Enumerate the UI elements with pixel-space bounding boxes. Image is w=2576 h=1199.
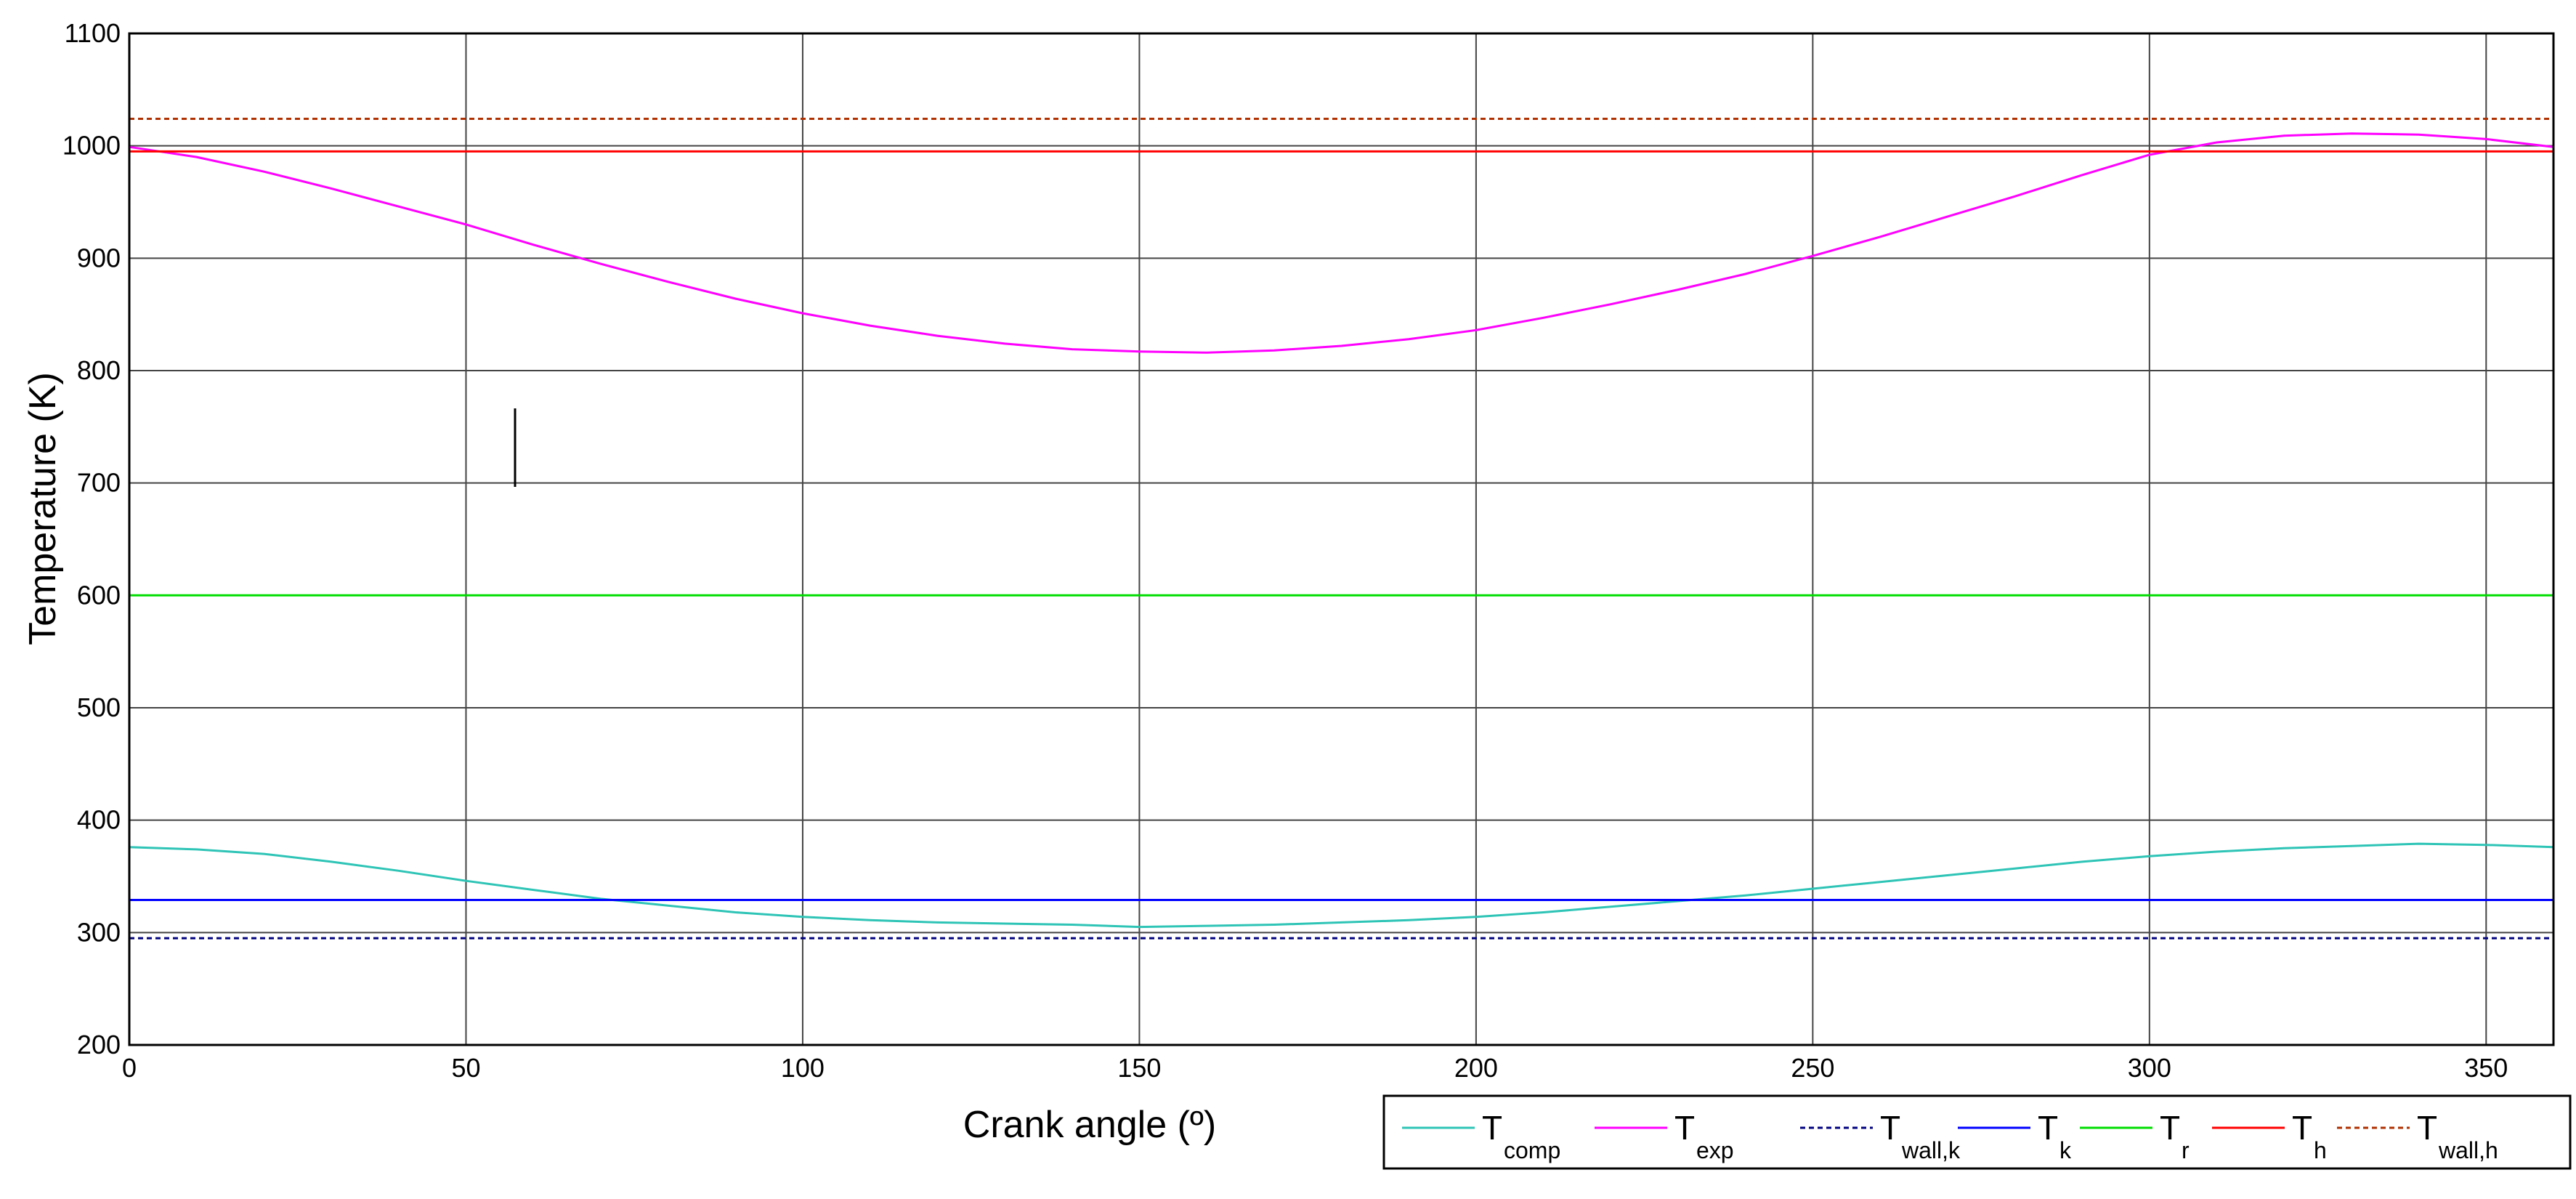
legend-label-subscript: exp	[1696, 1137, 1734, 1163]
x-tick-label: 0	[122, 1053, 137, 1083]
y-tick-label: 500	[77, 693, 121, 722]
legend-label: T	[2292, 1109, 2312, 1147]
y-tick-label: 700	[77, 468, 121, 498]
y-tick-label: 800	[77, 355, 121, 385]
y-tick-label: 200	[77, 1030, 121, 1059]
x-tick-label: 350	[2464, 1053, 2508, 1083]
x-tick-labels: 0 50 100 150 200 250 300 350	[122, 1053, 2508, 1083]
plot-frame	[128, 32, 2555, 1046]
x-tick-label: 50	[451, 1053, 480, 1083]
y-tick-label: 900	[77, 243, 121, 272]
y-tick-labels: 200 300 400 500 600 700 800 900 1000 1100	[62, 18, 121, 1059]
y-tick-label: 1100	[65, 18, 121, 48]
y-tick-label: 300	[77, 917, 121, 947]
series-line-exp	[129, 132, 2554, 354]
x-tick-label: 100	[781, 1053, 825, 1083]
x-tick-label: 300	[2128, 1053, 2171, 1083]
legend-label-subscript: r	[2182, 1137, 2190, 1163]
legend-label: T	[1674, 1109, 1695, 1147]
legend-label: T	[2038, 1109, 2058, 1147]
x-tick-label: 200	[1454, 1053, 1498, 1083]
legend-label: T	[2160, 1109, 2180, 1147]
legend-label: T	[1482, 1109, 1502, 1147]
legend-label: T	[2417, 1109, 2437, 1147]
legend-label-subscript: k	[2059, 1137, 2072, 1163]
y-tick-label: 400	[77, 805, 121, 835]
y-axis-title: Temperature (K)	[22, 372, 64, 645]
legend-label-subscript: h	[2314, 1137, 2327, 1163]
y-tick-label: 600	[77, 580, 121, 610]
x-tick-label: 150	[1117, 1053, 1161, 1083]
series-line-comp	[129, 842, 2554, 929]
legend-label-subscript: wall,h	[2438, 1137, 2498, 1163]
series-lines	[129, 118, 2554, 940]
x-axis-title: Crank angle (º)	[963, 1104, 1216, 1146]
legend-label: T	[1880, 1109, 1900, 1147]
legend-label-subscript: wall,k	[1901, 1137, 1961, 1163]
x-tick-label: 250	[1791, 1053, 1834, 1083]
legend-box	[1382, 1094, 2572, 1170]
y-tick-label: 1000	[62, 131, 121, 161]
plot-background	[129, 33, 2553, 1045]
legend-label-subscript: comp	[1504, 1137, 1560, 1163]
